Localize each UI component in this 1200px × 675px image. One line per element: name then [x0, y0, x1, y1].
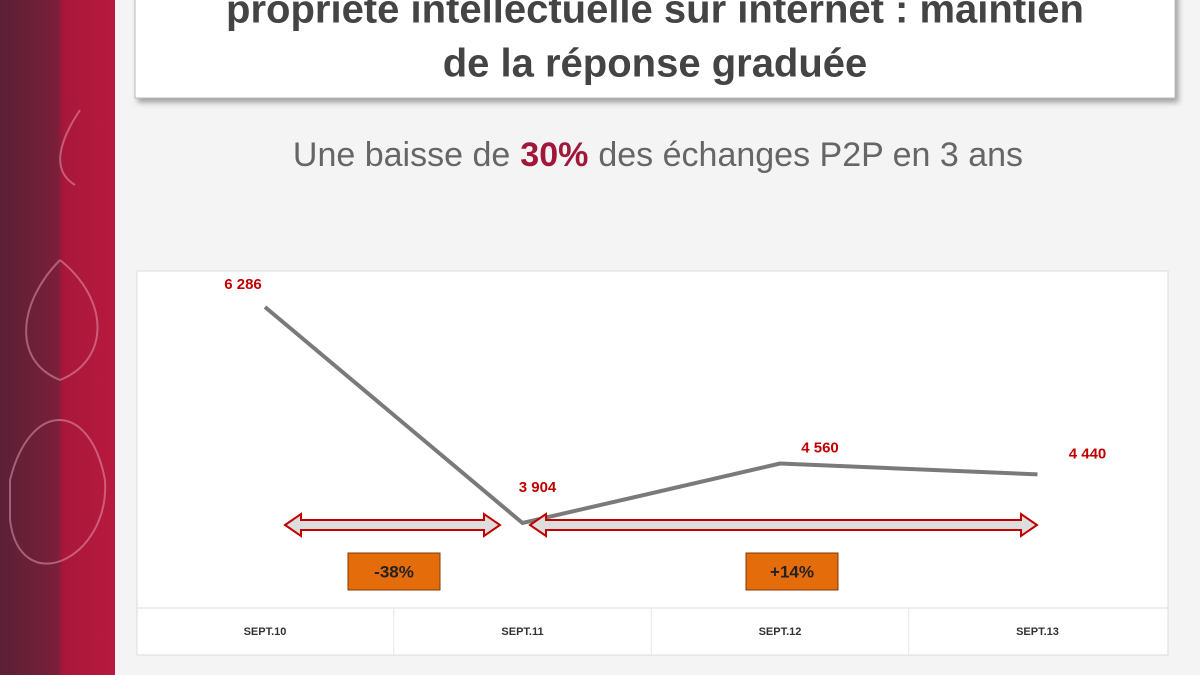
data-label: 3 904: [519, 479, 557, 496]
plot: SEPT.10 SEPT.11 SEPT.12 SEPT.13 6 286 3 904 4 …: [224, 276, 1106, 655]
subtitle: Une baisse de 30% des échanges P2P en 3 an…: [293, 136, 1023, 174]
subtitle-part: 30%: [520, 136, 588, 174]
decor-strip: [0, 0, 115, 675]
range-arrow: [528, 512, 1039, 538]
annotation-box: [347, 552, 441, 591]
x-tick-label: SEPT.10: [244, 626, 287, 638]
data-label: 4 440: [1069, 445, 1107, 462]
title-line: de la réponse graduée: [443, 42, 868, 86]
data-label: 4 560: [801, 439, 839, 456]
chart-box: [136, 270, 1169, 656]
subtitle-part: des échanges P2P en 3 ans: [598, 136, 1023, 174]
x-tick-label: SEPT.13: [1016, 626, 1059, 638]
x-tick-label: SEPT.11: [501, 626, 543, 638]
decor-lines: [9, 109, 107, 565]
x-tick-label: SEPT.12: [759, 626, 802, 638]
annotation-box: [745, 552, 839, 591]
data-label: 6 286: [224, 276, 262, 293]
annotation: +14%: [770, 562, 814, 581]
annotation: -38%: [374, 562, 414, 581]
title-line: propriété intellectuelle sur internet : …: [226, 0, 1084, 32]
series-line: [263, 305, 1038, 526]
range-arrow: [283, 512, 502, 538]
subtitle-part: Une baisse de: [293, 136, 510, 174]
title: propriété intellectuelle sur internet : …: [226, 0, 1084, 86]
title-box: [134, 0, 1176, 99]
